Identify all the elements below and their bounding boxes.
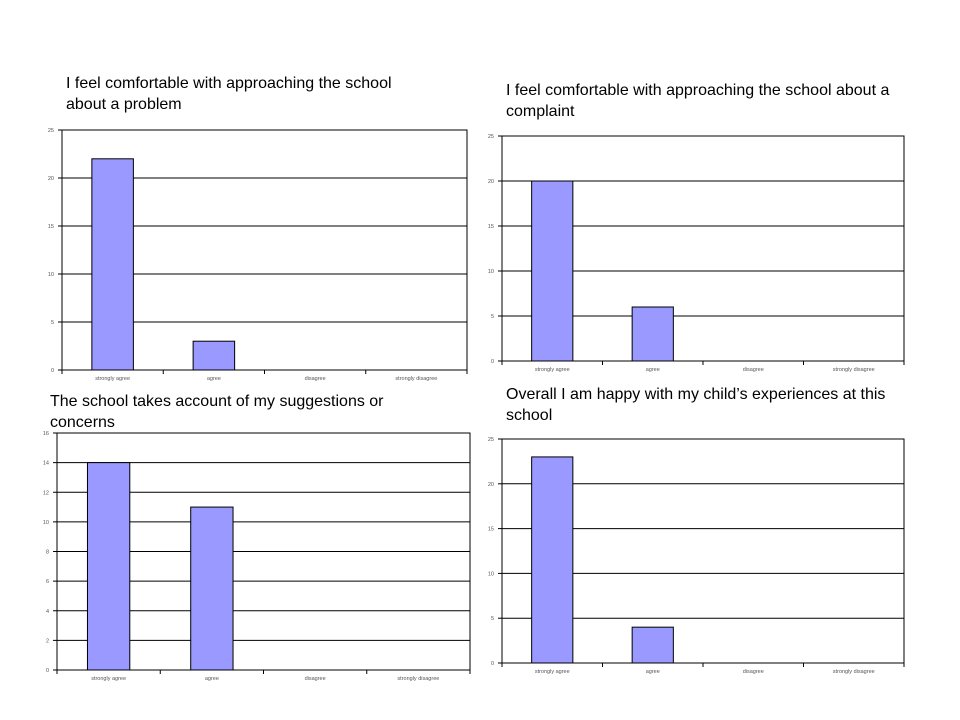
y-tick-label: 20 xyxy=(488,482,494,488)
bar xyxy=(531,456,574,664)
y-tick-label: 25 xyxy=(488,437,494,443)
x-tick-label: strongly agree xyxy=(91,676,126,682)
y-tick-label: 0 xyxy=(491,359,494,365)
x-tick-label: disagree xyxy=(305,376,326,382)
y-tick-label: 15 xyxy=(488,224,494,230)
y-tick-label: 10 xyxy=(43,520,49,526)
chart-title: I feel comfortable with approaching the … xyxy=(506,82,890,120)
bar xyxy=(86,462,131,671)
chart-title: Overall I am happy with my child’s exper… xyxy=(506,386,886,424)
chart-title: The school takes account of my suggestio… xyxy=(50,393,384,431)
y-tick-label: 10 xyxy=(488,269,494,275)
x-tick-label: strongly disagree xyxy=(397,676,439,682)
bar xyxy=(190,506,234,671)
x-tick-label: strongly agree xyxy=(535,669,570,675)
y-tick-label: 10 xyxy=(488,571,494,577)
y-tick-label: 8 xyxy=(46,550,49,556)
y-tick-label: 0 xyxy=(46,668,49,674)
y-tick-label: 4 xyxy=(46,609,49,615)
y-tick-label: 15 xyxy=(48,224,54,230)
y-tick-label: 5 xyxy=(51,320,54,326)
x-tick-label: strongly agree xyxy=(535,367,570,373)
x-tick-label: strongly agree xyxy=(95,376,130,382)
x-tick-label: agree xyxy=(646,669,660,675)
y-tick-label: 16 xyxy=(43,431,49,437)
y-tick-label: 15 xyxy=(488,527,494,533)
bar xyxy=(631,626,674,664)
y-tick-label: 10 xyxy=(48,272,54,278)
y-tick-label: 5 xyxy=(491,616,494,622)
x-tick-label: disagree xyxy=(305,676,326,682)
y-tick-label: 14 xyxy=(43,461,49,467)
bar xyxy=(192,340,236,371)
x-tick-label: agree xyxy=(205,676,219,682)
x-tick-label: strongly disagree xyxy=(395,376,437,382)
y-tick-label: 25 xyxy=(488,134,494,140)
y-tick-label: 25 xyxy=(48,128,54,134)
x-tick-label: agree xyxy=(207,376,221,382)
y-tick-label: 2 xyxy=(46,638,49,644)
x-tick-label: strongly disagree xyxy=(833,669,875,675)
y-tick-label: 12 xyxy=(43,490,49,496)
x-tick-label: disagree xyxy=(743,367,764,373)
y-tick-label: 0 xyxy=(491,661,494,667)
y-tick-label: 0 xyxy=(51,368,54,374)
y-tick-label: 5 xyxy=(491,314,494,320)
bar xyxy=(531,180,574,362)
bar xyxy=(631,306,674,362)
chart-title: I feel comfortable with approaching the … xyxy=(66,75,392,113)
bar xyxy=(91,158,134,371)
x-tick-label: agree xyxy=(646,367,660,373)
y-tick-label: 20 xyxy=(48,176,54,182)
y-tick-label: 20 xyxy=(488,179,494,185)
x-tick-label: strongly disagree xyxy=(833,367,875,373)
y-tick-label: 6 xyxy=(46,579,49,585)
x-tick-label: disagree xyxy=(743,669,764,675)
